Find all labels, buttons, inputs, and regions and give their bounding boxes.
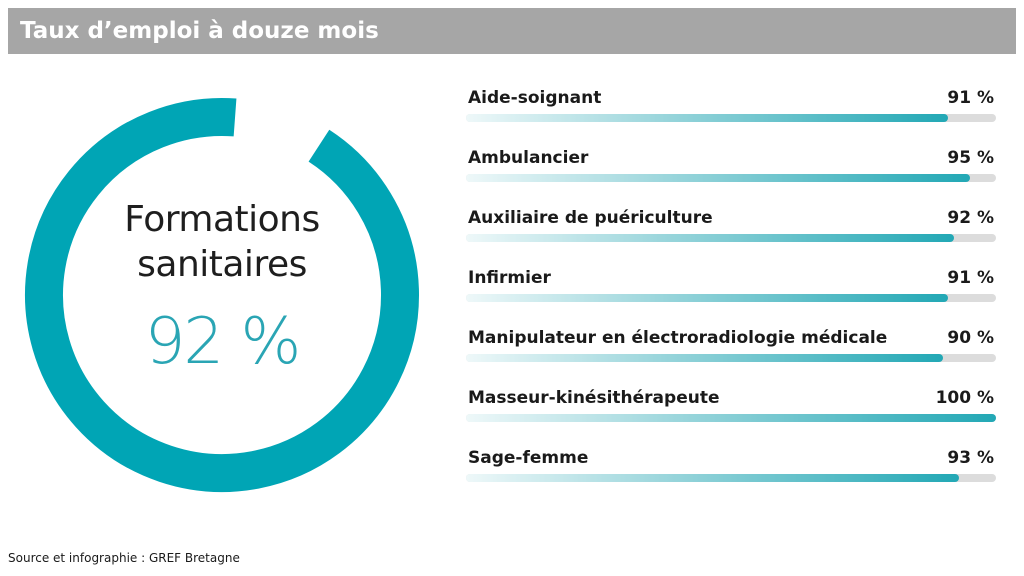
bar-fill [466,474,959,482]
bar-track [466,474,996,482]
bar-row: Ambulancier 95 % [466,146,996,186]
bar-category-label: Manipulateur en électroradiologie médica… [468,328,888,348]
bar-fill [466,114,949,122]
title-bar: Taux d’emploi à douze mois [8,8,1016,54]
summary-value: 92 % [144,305,302,379]
source-credit: Source et infographie : GREF Bretagne [8,551,240,565]
bar-track [466,294,996,302]
bar-category-label: Masseur-kinésithérapeute [468,388,720,408]
bar-fill [466,234,954,242]
summary-donut [25,98,419,492]
bar-value-label: 93 % [947,448,994,468]
bar-category-label: Sage-femme [468,448,589,468]
bar-fill [466,354,943,362]
donut-arc [25,98,419,492]
bar-value-label: 100 % [935,388,994,408]
bar-row: Auxiliaire de puériculture 92 % [466,206,996,246]
bar-category-label: Ambulancier [468,148,589,168]
bar-value-label: 95 % [947,148,994,168]
bar-fill [466,174,970,182]
bar-category-label: Aide-soignant [468,88,602,108]
bar-fill [466,414,996,422]
bar-category-label: Auxiliaire de puériculture [468,208,713,228]
bar-value-label: 91 % [947,88,994,108]
bar-track [466,354,996,362]
bar-value-label: 90 % [947,328,994,348]
bar-track [466,174,996,182]
bar-row: Infirmier 91 % [466,266,996,306]
bar-track [466,234,996,242]
summary-label-line1: Formations [124,199,320,240]
summary-label-line2: sanitaires [137,244,307,285]
bar-value-label: 92 % [947,208,994,228]
bar-fill [466,294,949,302]
bar-track [466,414,996,422]
bar-row: Aide-soignant 91 % [466,86,996,126]
bar-track [466,114,996,122]
bar-row: Sage-femme 93 % [466,446,996,486]
bar-value-label: 91 % [947,268,994,288]
bar-row: Manipulateur en électroradiologie médica… [466,326,996,366]
bar-row: Masseur-kinésithérapeute 100 % [466,386,996,426]
chart-title: Taux d’emploi à douze mois [20,18,379,44]
bar-category-label: Infirmier [468,268,551,288]
